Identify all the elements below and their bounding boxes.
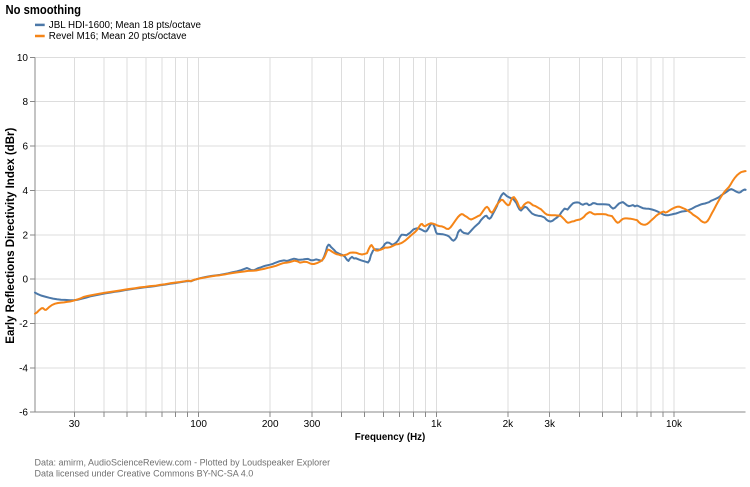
svg-text:2: 2 <box>22 230 28 241</box>
svg-text:-2: -2 <box>19 319 28 330</box>
svg-text:10: 10 <box>17 53 29 64</box>
svg-text:3k: 3k <box>544 419 556 430</box>
svg-text:0: 0 <box>22 275 28 286</box>
svg-text:300: 300 <box>304 419 321 430</box>
svg-text:No smoothing: No smoothing <box>6 3 82 17</box>
svg-text:Data licensed under Creative C: Data licensed under Creative Commons BY-… <box>35 468 254 478</box>
svg-text:200: 200 <box>262 419 279 430</box>
svg-text:4: 4 <box>22 186 28 197</box>
svg-text:100: 100 <box>190 419 207 430</box>
svg-text:Early Reflections Directivity: Early Reflections Directivity Index (dBr… <box>5 128 17 344</box>
svg-text:Revel M16; Mean 20 pts/octave: Revel M16; Mean 20 pts/octave <box>49 31 187 42</box>
svg-text:8: 8 <box>22 97 28 108</box>
svg-text:1k: 1k <box>431 419 443 430</box>
svg-text:10k: 10k <box>666 419 683 430</box>
svg-text:6: 6 <box>22 142 28 153</box>
svg-text:Frequency (Hz): Frequency (Hz) <box>355 432 426 443</box>
svg-text:2k: 2k <box>503 419 515 430</box>
svg-text:Data: amirm, AudioScienceRevie: Data: amirm, AudioScienceReview.com - Pl… <box>35 458 331 468</box>
svg-text:-6: -6 <box>19 408 28 419</box>
svg-text:30: 30 <box>69 419 81 430</box>
svg-text:-4: -4 <box>19 363 28 374</box>
svg-text:JBL HDI-1600; Mean 18 pts/octa: JBL HDI-1600; Mean 18 pts/octave <box>49 20 202 31</box>
